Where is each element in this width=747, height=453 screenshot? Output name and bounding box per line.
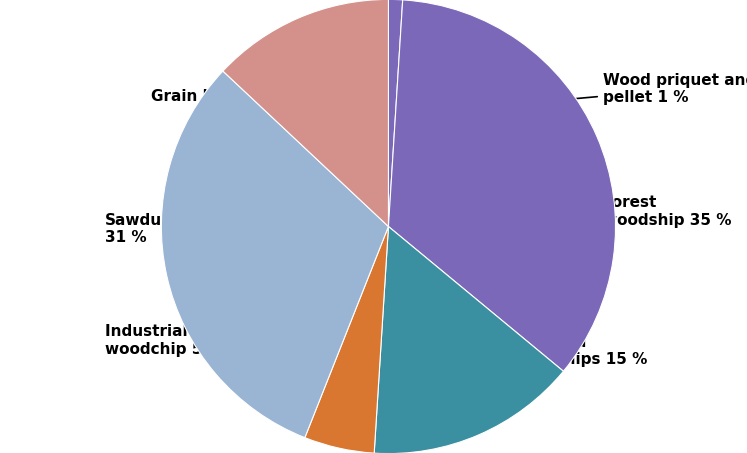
Text: Grain husk 0%: Grain husk 0% [151,89,311,123]
Wedge shape [374,226,563,453]
Text: Sawdust
31 %: Sawdust 31 % [105,212,206,245]
Text: Forest
woodship 35 %: Forest woodship 35 % [560,195,731,227]
Text: Wood priquet and
pellet 1 %: Wood priquet and pellet 1 % [412,73,747,113]
Wedge shape [305,226,388,453]
Wedge shape [388,0,616,371]
Wedge shape [161,71,388,438]
Wedge shape [388,0,403,226]
Text: Recycled
woodchips 15 %: Recycled woodchips 15 % [461,317,648,367]
Text: Industrial waste
woodchip 5 %: Industrial waste woodchip 5 % [105,324,311,357]
Wedge shape [223,0,388,226]
